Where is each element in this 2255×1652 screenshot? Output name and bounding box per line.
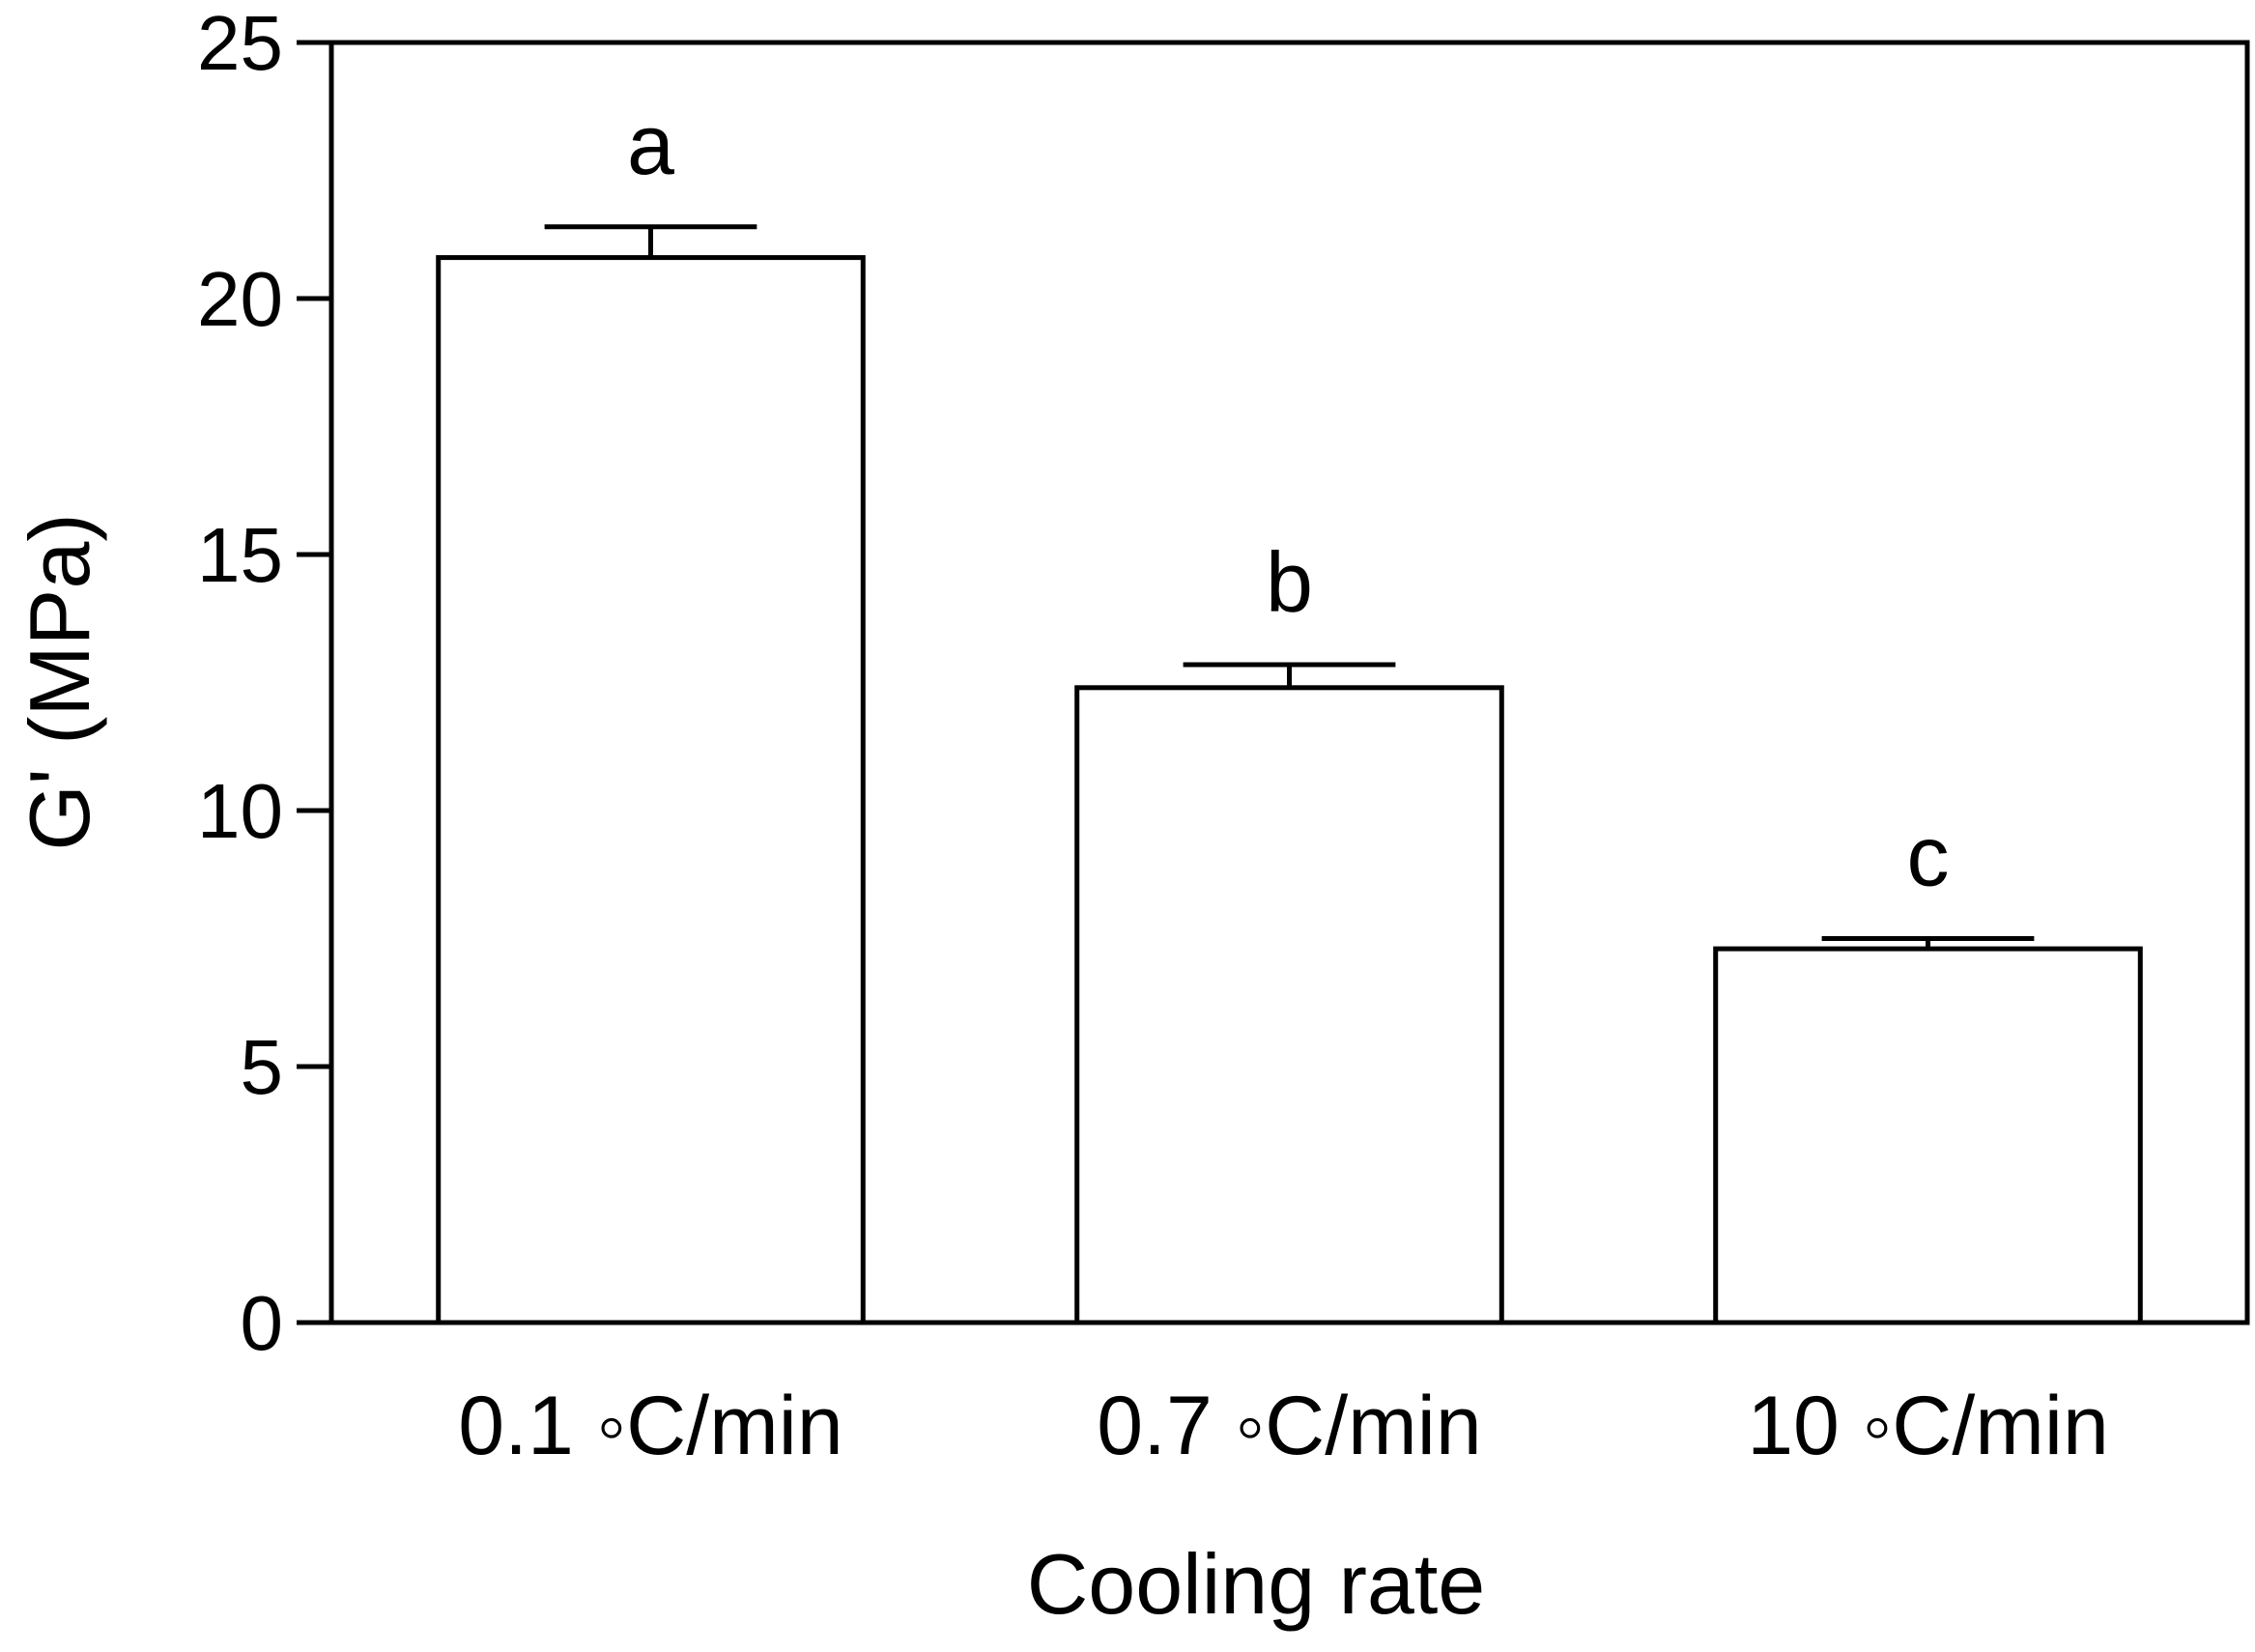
- x-tick-label: 0.7 ◦C/min: [1097, 1380, 1482, 1472]
- significance-label: a: [627, 97, 674, 192]
- y-axis: 0 5 10 15 20 25: [197, 0, 331, 1366]
- bar: [1074, 685, 1504, 1325]
- y-axis-title: G' (MPa): [12, 513, 107, 850]
- x-tick-label: 10 ◦C/min: [1747, 1380, 2109, 1472]
- x-axis-labels: 0.1 ◦C/min 0.7 ◦C/min 10 ◦C/min: [458, 1380, 2109, 1472]
- y-tick-label: 5: [241, 1024, 284, 1110]
- y-tick-label: 25: [197, 0, 283, 86]
- x-tick-label: 0.1 ◦C/min: [458, 1380, 843, 1472]
- y-tick-label: 0: [241, 1280, 284, 1366]
- bars-group: a b c: [436, 97, 2143, 1325]
- significance-label: c: [1907, 809, 1950, 904]
- y-tick-label: 15: [197, 512, 283, 598]
- x-axis-title: Cooling rate: [1027, 1536, 1486, 1632]
- y-tick-label: 10: [197, 768, 283, 854]
- bar: [1713, 946, 2143, 1325]
- y-tick-label: 20: [197, 256, 283, 342]
- significance-label: b: [1266, 534, 1313, 630]
- bar: [436, 255, 866, 1325]
